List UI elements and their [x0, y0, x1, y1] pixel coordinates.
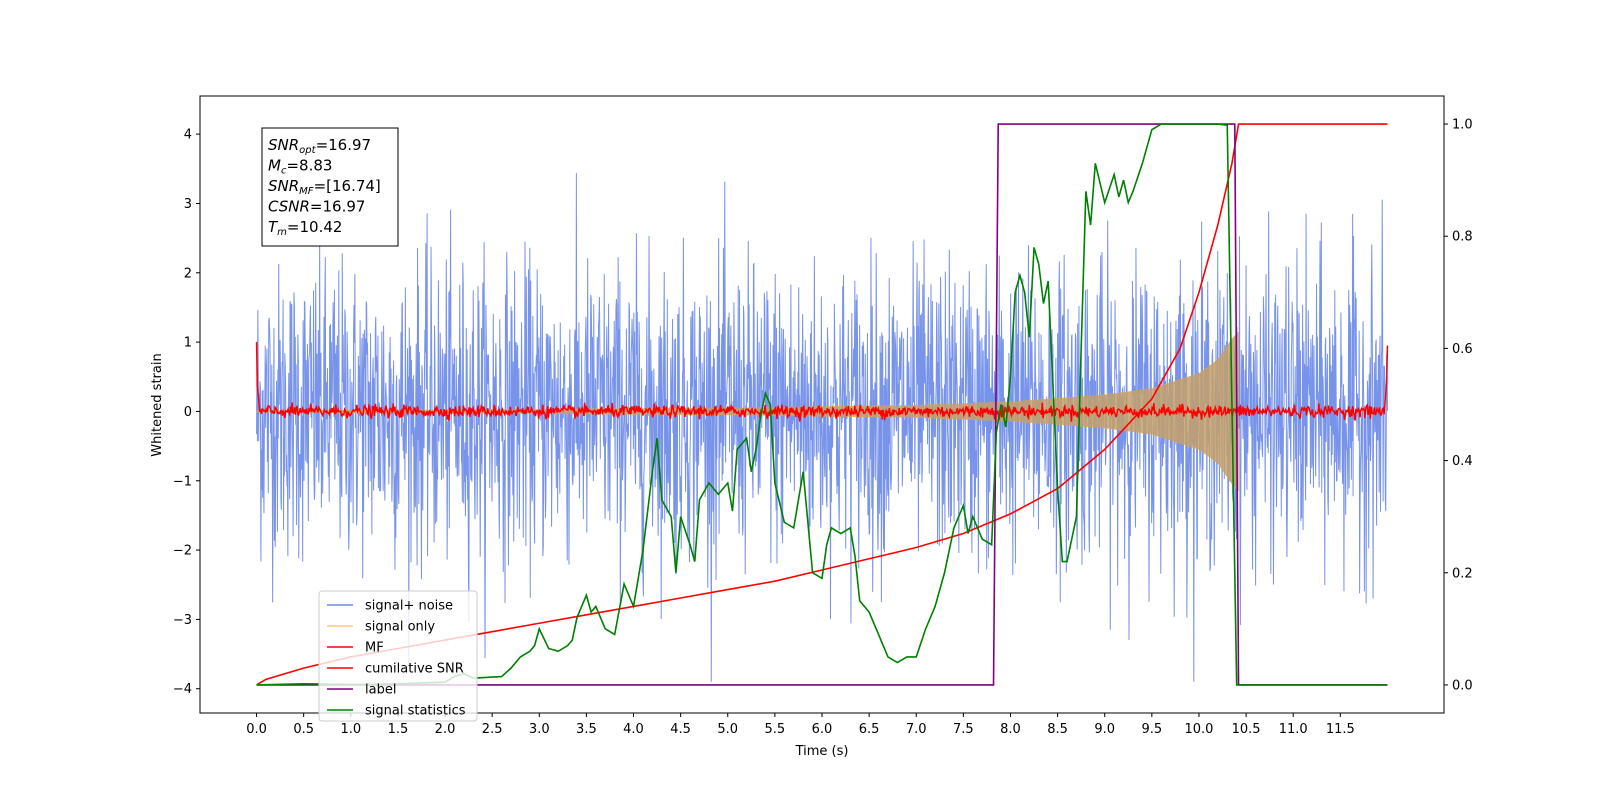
- x-tick-label-18: 9.0: [1094, 722, 1115, 737]
- x-tick-label-16: 8.0: [1000, 722, 1021, 737]
- x-axis-label: Time (s): [795, 744, 849, 759]
- y-left-tick-label-3: 1: [184, 336, 192, 351]
- legend: signal+ noise signal only MF cumilative SNR…: [318, 590, 478, 722]
- x-tick-label-6: 3.0: [529, 722, 550, 737]
- x-axis-ticks: 0.0 0.5 1.0 1.5 2.0 2.5 3.0 3.5 4.0 4.5 5.0 5.5 6.0 6…: [246, 713, 1355, 737]
- signal-statistics-line: [256, 123, 1388, 686]
- annotation-line-0: SNRopt=16.97: [268, 136, 371, 156]
- x-tick-label-15: 7.5: [953, 722, 974, 737]
- x-tick-label-23: 11.5: [1326, 722, 1355, 737]
- x-tick-label-7: 3.5: [576, 722, 597, 737]
- legend-label-2: MF: [365, 641, 384, 656]
- x-tick-label-2: 1.0: [340, 722, 361, 737]
- x-tick-label-21: 10.5: [1232, 722, 1261, 737]
- annotation-frame: [261, 127, 399, 247]
- x-tick-label-12: 6.0: [812, 722, 833, 737]
- series-mf: [255, 342, 1389, 422]
- x-tick-label-4: 2.0: [435, 722, 456, 737]
- series-signal-statistics: [256, 123, 1388, 686]
- y-left-tick-label-2: 2: [184, 266, 192, 281]
- y-right-tick-label-1: 0.2: [1452, 566, 1473, 581]
- x-tick-label-19: 9.5: [1142, 722, 1163, 737]
- y-right-tick-label-3: 0.6: [1452, 342, 1473, 357]
- legend-frame: [318, 590, 478, 722]
- x-tick-label-11: 5.5: [765, 722, 786, 737]
- y-right-tick-label-5: 1.0: [1452, 118, 1473, 133]
- y-left-tick-label-6: −2: [173, 544, 192, 559]
- x-tick-label-20: 10.0: [1184, 722, 1213, 737]
- x-tick-label-13: 6.5: [859, 722, 880, 737]
- y-left-tick-label-4: 0: [184, 405, 192, 420]
- x-tick-label-10: 5.0: [717, 722, 738, 737]
- annotation-line-2: SNRMF=[16.74]: [268, 177, 381, 197]
- y-right-tick-label-4: 0.8: [1452, 230, 1473, 245]
- y-left-tick-label-1: 3: [184, 197, 192, 212]
- mf-line: [255, 342, 1389, 422]
- y-right-tick-label-2: 0.4: [1452, 454, 1473, 469]
- y-left-tick-label-8: −4: [173, 682, 192, 697]
- y-left-tick-label-0: 4: [184, 128, 192, 143]
- annotation-box: SNRopt=16.97Mc=8.83SNRMF=[16.74]CSNR=16.…: [261, 127, 399, 247]
- legend-label-3: cumilative SNR: [365, 662, 464, 677]
- x-tick-label-1: 0.5: [293, 722, 314, 737]
- legend-label-5: signal statistics: [365, 704, 466, 719]
- y-left-tick-label-7: −3: [173, 613, 192, 628]
- annotation-line-1: Mc=8.83: [268, 157, 332, 177]
- y-axis-right-ticks: 0.0 0.2 0.4 0.6 0.8 1.0: [1444, 118, 1473, 693]
- y-right-tick-label-0: 0.0: [1452, 678, 1473, 693]
- x-tick-label-22: 11.0: [1279, 722, 1308, 737]
- x-tick-label-17: 8.5: [1047, 722, 1068, 737]
- legend-label-1: signal only: [365, 620, 435, 635]
- annotation-line-3: CSNR=16.97: [268, 198, 365, 216]
- x-tick-label-3: 1.5: [388, 722, 409, 737]
- y-left-tick-label-5: −1: [173, 474, 192, 489]
- x-tick-label-5: 2.5: [482, 722, 503, 737]
- legend-label-4: label: [365, 683, 396, 698]
- y-axis-left-ticks: 4 3 2 1 0 −1 −2 −3 −4: [173, 128, 200, 697]
- y-axis-label: Whitened strain: [150, 353, 165, 456]
- x-tick-label-0: 0.0: [246, 722, 267, 737]
- x-tick-label-14: 7.0: [906, 722, 927, 737]
- x-tick-label-8: 4.0: [623, 722, 644, 737]
- legend-label-0: signal+ noise: [365, 599, 453, 614]
- x-tick-label-9: 4.5: [670, 722, 691, 737]
- annotation-line-4: Tm=10.42: [268, 218, 342, 238]
